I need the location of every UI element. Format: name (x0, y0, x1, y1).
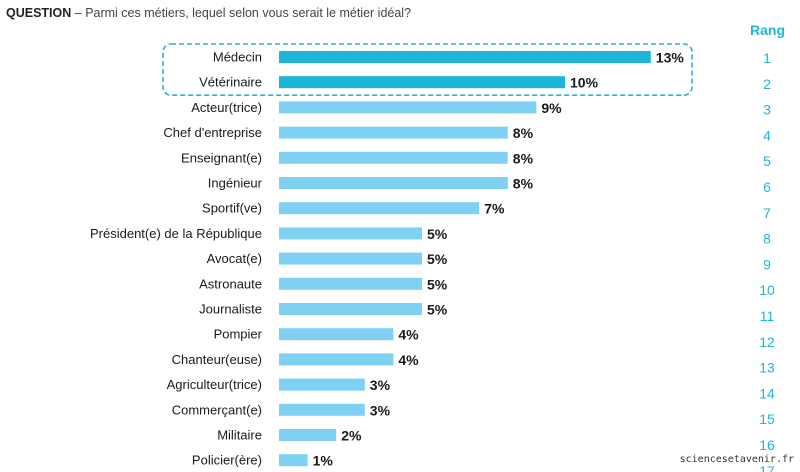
value-label: 5% (427, 276, 448, 292)
rank-label: 11 (760, 308, 775, 324)
rank-column-title: Rang (750, 22, 785, 38)
bar (279, 303, 422, 315)
rank-label: 4 (763, 127, 771, 143)
value-label: 13% (656, 50, 685, 66)
bar (279, 202, 480, 215)
rank-label: 17 (759, 463, 775, 472)
bar (279, 378, 365, 391)
category-label: Agriculteur(trice) (167, 377, 262, 392)
category-label: Astronaute (199, 276, 262, 291)
rank-label: 16 (759, 437, 775, 453)
category-label: Enseignant(e) (181, 150, 262, 165)
rank-label: 6 (763, 179, 771, 195)
category-label: Journaliste (199, 302, 262, 317)
bar (279, 252, 422, 265)
category-label: Acteur(trice) (191, 100, 262, 115)
category-label: Sportif(ve) (202, 201, 262, 216)
category-label: Pompier (214, 327, 263, 342)
category-label: Médecin (213, 50, 262, 65)
bar (279, 403, 365, 416)
category-label: Avocat(e) (207, 251, 262, 266)
question-label: QUESTION (6, 6, 72, 20)
bar (279, 51, 651, 63)
category-label: Président(e) de la République (90, 226, 262, 241)
question-title: QUESTION – Parmi ces métiers, lequel sel… (6, 6, 411, 20)
value-label: 4% (398, 352, 419, 368)
rank-label: 8 (763, 231, 771, 247)
value-label: 5% (427, 302, 448, 318)
category-label: Chanteur(euse) (172, 352, 262, 367)
category-label: Militaire (217, 428, 262, 443)
category-label: Vétérinaire (199, 75, 262, 90)
bar (279, 101, 537, 114)
rank-label: 14 (759, 385, 775, 401)
bar (279, 353, 394, 366)
value-label: 9% (541, 100, 562, 116)
bar (279, 328, 394, 341)
question-text: – Parmi ces métiers, lequel selon vous s… (71, 6, 412, 20)
bar (279, 76, 565, 89)
rank-label: 5 (763, 153, 771, 169)
value-label: 10% (570, 75, 599, 91)
value-label: 4% (398, 327, 419, 343)
bar (279, 177, 508, 189)
bar (279, 454, 308, 467)
category-label: Chef d'entreprise (163, 125, 262, 140)
rank-label: 15 (759, 411, 775, 427)
rank-label: 9 (763, 256, 771, 272)
highlight-frame (162, 43, 693, 97)
bar (279, 227, 422, 240)
value-label: 3% (370, 377, 391, 393)
value-label: 5% (427, 226, 448, 242)
rank-label: 1 (763, 50, 771, 66)
category-label: Policier(ère) (192, 453, 262, 468)
rank-label: 13 (759, 360, 775, 376)
rank-label: 3 (763, 102, 771, 118)
value-label: 8% (513, 176, 534, 192)
rank-label: 12 (759, 334, 775, 350)
value-label: 8% (513, 125, 534, 141)
rank-label: 7 (763, 205, 771, 221)
value-label: 1% (313, 453, 334, 469)
value-label: 3% (370, 402, 391, 418)
watermark: sciencesetavenir.fr (677, 453, 796, 466)
value-label: 7% (484, 201, 505, 217)
bar (279, 429, 337, 441)
value-label: 8% (513, 150, 534, 166)
bar (279, 277, 422, 290)
category-label: Ingénieur (208, 176, 263, 191)
rank-label: 2 (763, 76, 771, 92)
category-label: Commerçant(e) (172, 402, 262, 417)
bar (279, 126, 508, 139)
value-label: 5% (427, 251, 448, 267)
value-label: 2% (341, 428, 362, 444)
bar (279, 151, 508, 164)
rank-label: 10 (759, 282, 775, 298)
